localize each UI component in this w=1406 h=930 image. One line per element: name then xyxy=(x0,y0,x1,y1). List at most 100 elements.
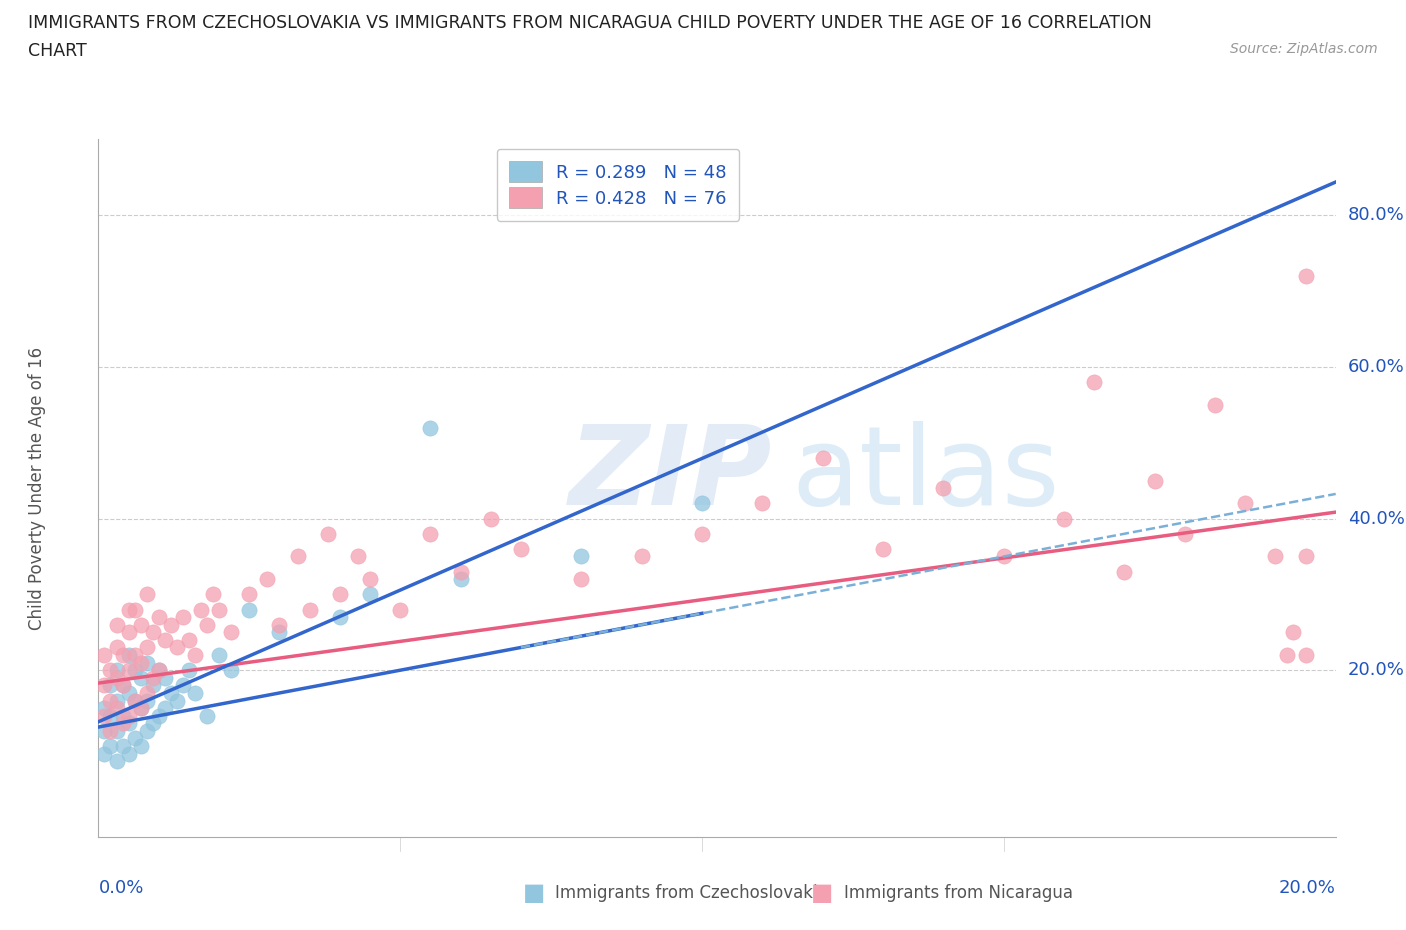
Point xyxy=(389,602,412,617)
Point xyxy=(117,625,139,640)
Text: CHART: CHART xyxy=(28,42,87,60)
Point xyxy=(124,693,146,708)
Point xyxy=(1295,269,1317,284)
Point xyxy=(135,587,157,602)
Point xyxy=(93,746,115,761)
Point xyxy=(111,738,134,753)
Point xyxy=(219,663,242,678)
Point xyxy=(142,671,165,685)
Point xyxy=(811,450,834,465)
Point xyxy=(1083,375,1105,390)
Point xyxy=(1174,526,1197,541)
Point xyxy=(148,663,170,678)
Point xyxy=(359,572,381,587)
Point xyxy=(569,572,592,587)
Point xyxy=(105,663,128,678)
Point xyxy=(195,709,218,724)
Text: 20.0%: 20.0% xyxy=(1348,661,1405,679)
Point xyxy=(129,618,152,632)
Point xyxy=(630,549,652,564)
Point xyxy=(509,541,531,556)
Point xyxy=(219,625,242,640)
Point xyxy=(690,496,713,511)
Point xyxy=(298,602,321,617)
Point xyxy=(190,602,212,617)
Point xyxy=(177,632,200,647)
Point xyxy=(129,738,152,753)
Point xyxy=(100,738,122,753)
Point xyxy=(148,610,170,625)
Point xyxy=(195,618,218,632)
Text: ■: ■ xyxy=(811,881,834,905)
Point xyxy=(135,655,157,670)
Point xyxy=(1282,625,1305,640)
Point xyxy=(142,678,165,693)
Point xyxy=(117,647,139,662)
Point xyxy=(316,526,339,541)
Point xyxy=(93,724,115,738)
Point xyxy=(129,700,152,715)
Point xyxy=(269,618,291,632)
Point xyxy=(993,549,1015,564)
Point xyxy=(111,647,134,662)
Point xyxy=(135,724,157,738)
Point xyxy=(124,602,146,617)
Point xyxy=(111,678,134,693)
Point xyxy=(256,572,278,587)
Text: 0.0%: 0.0% xyxy=(98,879,143,897)
Point xyxy=(111,678,134,693)
Point xyxy=(117,716,139,731)
Point xyxy=(208,602,231,617)
Point xyxy=(105,693,128,708)
Point xyxy=(208,647,231,662)
Legend: R = 0.289   N = 48, R = 0.428   N = 76: R = 0.289 N = 48, R = 0.428 N = 76 xyxy=(496,149,740,221)
Point xyxy=(184,685,207,700)
Point xyxy=(105,724,128,738)
Point xyxy=(105,700,128,715)
Point xyxy=(153,632,176,647)
Point xyxy=(166,693,188,708)
Point xyxy=(1264,549,1286,564)
Point xyxy=(419,420,441,435)
Point xyxy=(111,716,134,731)
Point xyxy=(148,663,170,678)
Point xyxy=(1114,565,1136,579)
Point xyxy=(160,618,183,632)
Text: Immigrants from Czechoslovakia: Immigrants from Czechoslovakia xyxy=(555,884,828,902)
Point xyxy=(172,610,194,625)
Text: IMMIGRANTS FROM CZECHOSLOVAKIA VS IMMIGRANTS FROM NICARAGUA CHILD POVERTY UNDER : IMMIGRANTS FROM CZECHOSLOVAKIA VS IMMIGR… xyxy=(28,14,1152,32)
Point xyxy=(135,685,157,700)
Point xyxy=(124,693,146,708)
Point xyxy=(142,625,165,640)
Point xyxy=(1277,647,1299,662)
Point xyxy=(124,663,146,678)
Point xyxy=(111,709,134,724)
Point xyxy=(479,512,502,526)
Point xyxy=(160,685,183,700)
Point xyxy=(238,587,260,602)
Point xyxy=(932,481,955,496)
Point xyxy=(105,671,128,685)
Point xyxy=(124,731,146,746)
Point xyxy=(93,700,115,715)
Point xyxy=(93,647,115,662)
Point xyxy=(153,700,176,715)
Point xyxy=(93,709,115,724)
Point xyxy=(117,602,139,617)
Point xyxy=(1053,512,1076,526)
Point xyxy=(1143,473,1166,488)
Point xyxy=(117,663,139,678)
Point xyxy=(148,709,170,724)
Point xyxy=(238,602,260,617)
Point xyxy=(359,587,381,602)
Point xyxy=(93,678,115,693)
Text: 80.0%: 80.0% xyxy=(1348,206,1405,224)
Point xyxy=(105,618,128,632)
Point xyxy=(100,663,122,678)
Point xyxy=(117,709,139,724)
Point xyxy=(172,678,194,693)
Point xyxy=(135,693,157,708)
Point xyxy=(269,625,291,640)
Text: ZIP: ZIP xyxy=(568,420,772,528)
Point xyxy=(135,640,157,655)
